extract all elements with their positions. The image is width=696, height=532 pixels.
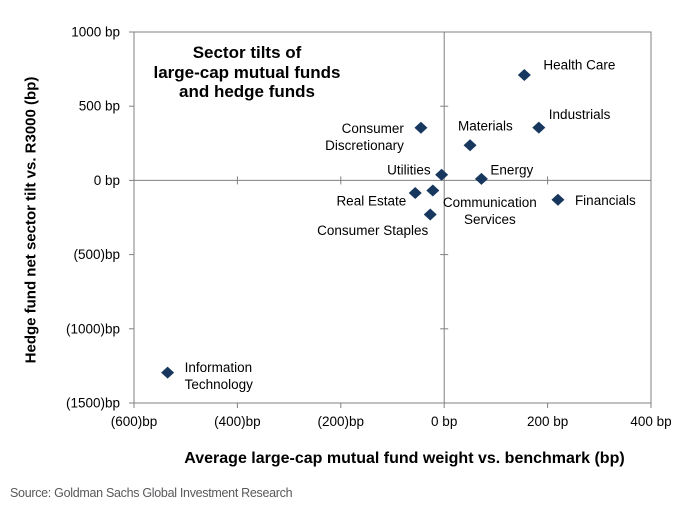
- y-tick-label: 0 bp: [94, 173, 120, 188]
- x-tick-label: (200)bp: [318, 414, 365, 429]
- x-tick-label: 400 bp: [630, 414, 671, 429]
- y-axis-title: Hedge fund net sector tilt vs. R3000 (bp…: [22, 76, 40, 364]
- point-label-industrials: Industrials: [549, 107, 611, 122]
- data-point-financials: [551, 193, 565, 206]
- x-axis-title: Average large-cap mutual fund weight vs.…: [184, 450, 625, 467]
- y-tick-label: (500)bp: [73, 247, 120, 262]
- x-tick-label: (400)bp: [214, 414, 261, 429]
- point-label-communication-services: Communication: [443, 195, 537, 210]
- point-label-real-estate: Real Estate: [336, 194, 406, 209]
- data-point-materials: [463, 139, 477, 152]
- x-tick-label: 200 bp: [527, 414, 568, 429]
- data-point-consumer-staples: [423, 208, 437, 221]
- chart-title: Sector tilts of large-cap mutual funds a…: [153, 43, 341, 101]
- point-label-information-technology: Information: [185, 360, 253, 375]
- data-point-communication-services: [426, 184, 440, 197]
- data-point-consumer-discretionary: [414, 121, 428, 134]
- point-label-materials: Materials: [458, 119, 513, 134]
- source-note: Source: Goldman Sachs Global Investment …: [10, 486, 293, 500]
- point-label-health-care: Health Care: [543, 58, 615, 73]
- data-point-information-technology: [161, 366, 175, 379]
- y-tick-label: 500 bp: [79, 99, 120, 114]
- data-point-energy: [474, 172, 488, 185]
- point-label-financials: Financials: [575, 193, 636, 208]
- point-label-information-technology: Technology: [185, 377, 254, 392]
- data-point-industrials: [532, 121, 546, 134]
- point-label-energy: Energy: [490, 162, 533, 177]
- data-point-utilities: [435, 168, 449, 181]
- plot-border: [133, 31, 652, 404]
- data-point-health-care: [517, 69, 531, 82]
- x-tick-label: 0 bp: [431, 414, 457, 429]
- y-tick-label: (1000)bp: [66, 321, 120, 336]
- data-point-real-estate: [408, 187, 422, 200]
- point-label-communication-services: Services: [464, 212, 516, 227]
- x-tick-label: (600)bp: [111, 414, 158, 429]
- y-tick-label: (1500)bp: [66, 396, 120, 411]
- y-tick-label: 1000 bp: [71, 25, 120, 40]
- point-label-consumer-staples: Consumer Staples: [317, 223, 428, 238]
- point-label-consumer-discretionary: Consumer: [342, 121, 405, 136]
- point-label-consumer-discretionary: Discretionary: [325, 138, 404, 153]
- point-label-utilities: Utilities: [387, 162, 431, 177]
